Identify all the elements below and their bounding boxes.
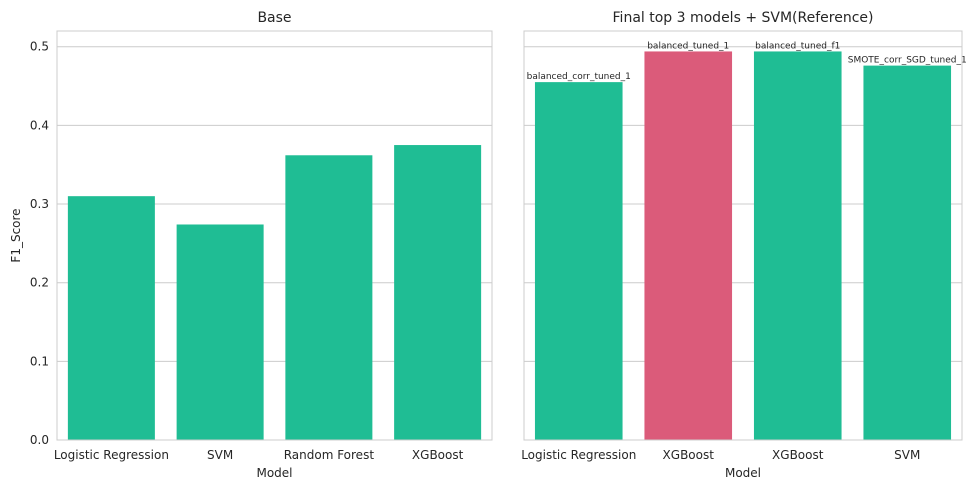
bar-label: SMOTE_corr_SGD_tuned_1 [848,56,967,66]
y-axis-label: F1_Score [9,208,23,262]
x-tick-label: SVM [207,448,233,462]
x-tick-label: Logistic Regression [521,448,636,462]
x-axis-label: Model [256,466,292,480]
chart-panel-2: Logistic Regression balanced_corr_tuned_1… [521,10,967,480]
x-tick-label: XGBoost [772,448,824,462]
bar [67,196,155,440]
bar [753,51,842,440]
y-tick-label: 0.5 [30,40,49,54]
x-tick-label: SVM [894,448,920,462]
chart-panel-1: 0.0 0.1 0.2 0.3 0.4 0.5 Logistic Regression SVM… [9,10,493,480]
x-tick-label: XGBoost [663,448,715,462]
y-tick-label: 0.1 [30,354,49,368]
chart-title: Final top 3 models + SVM(Reference) [613,10,874,26]
y-tick-label: 0.4 [30,118,49,132]
x-tick-label: XGBoost [412,448,464,462]
bar-label: balanced_tuned_1 [647,41,729,51]
y-tick-label: 0.0 [30,433,49,447]
bar [644,51,733,440]
x-axis-label: Model [725,466,761,480]
bar [534,82,623,440]
y-tick-label: 0.2 [30,276,49,290]
bar [176,224,264,440]
axes-frame [523,30,963,441]
bar-label: balanced_corr_tuned_1 [527,72,631,82]
bar-label: balanced_tuned_f1 [755,41,840,51]
x-tick-label: Random Forest [284,448,375,462]
x-tick-label: Logistic Regression [54,448,169,462]
bar [863,65,952,440]
axes-frame [56,30,493,441]
y-tick-label: 0.3 [30,197,49,211]
bar [285,155,373,440]
chart-title: Base [257,10,291,26]
bar [394,145,482,440]
